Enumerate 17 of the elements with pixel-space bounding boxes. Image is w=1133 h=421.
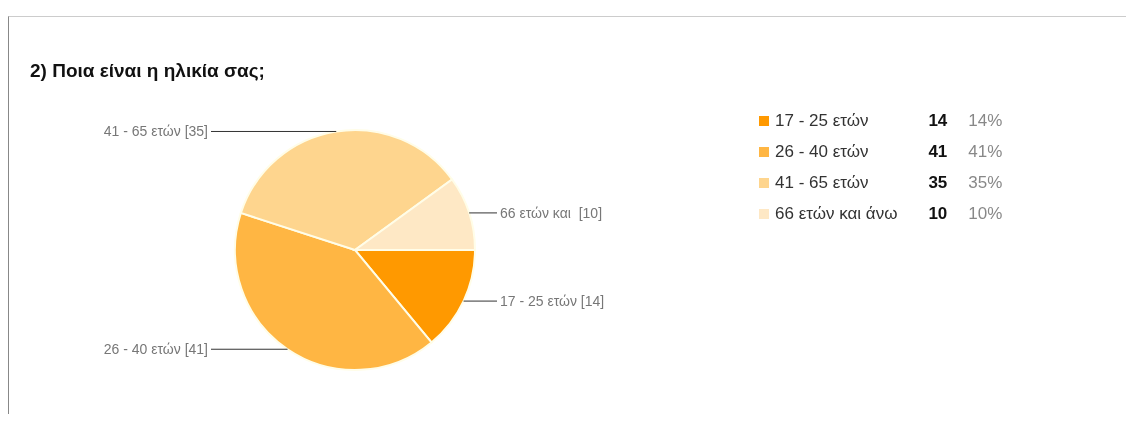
text: 41% <box>967 140 1004 163</box>
text: 10 <box>927 202 949 225</box>
data-label: 66 ετών και [10] <box>500 204 603 221</box>
data-label: 26 - 40 ετών [41] <box>103 341 208 358</box>
text: 10% <box>967 202 1004 225</box>
legend-label: 26 - 40 ετών <box>774 140 870 163</box>
text: 35 <box>927 171 949 194</box>
text: 14% <box>967 109 1004 132</box>
text: 35% <box>967 171 1004 194</box>
text: 41 <box>927 140 949 163</box>
chart-title: 2) Ποια είναι η ηλικία σας; <box>30 60 265 82</box>
text: 14 <box>927 109 949 132</box>
legend-label: 66 ετών και άνω <box>774 202 899 225</box>
data-label: 17 - 25 ετών [14] <box>500 293 605 310</box>
legend-label: 17 - 25 ετών <box>774 109 870 132</box>
data-label: 41 - 65 ετών [35] <box>103 123 208 140</box>
legend-label: 41 - 65 ετών <box>774 171 870 194</box>
